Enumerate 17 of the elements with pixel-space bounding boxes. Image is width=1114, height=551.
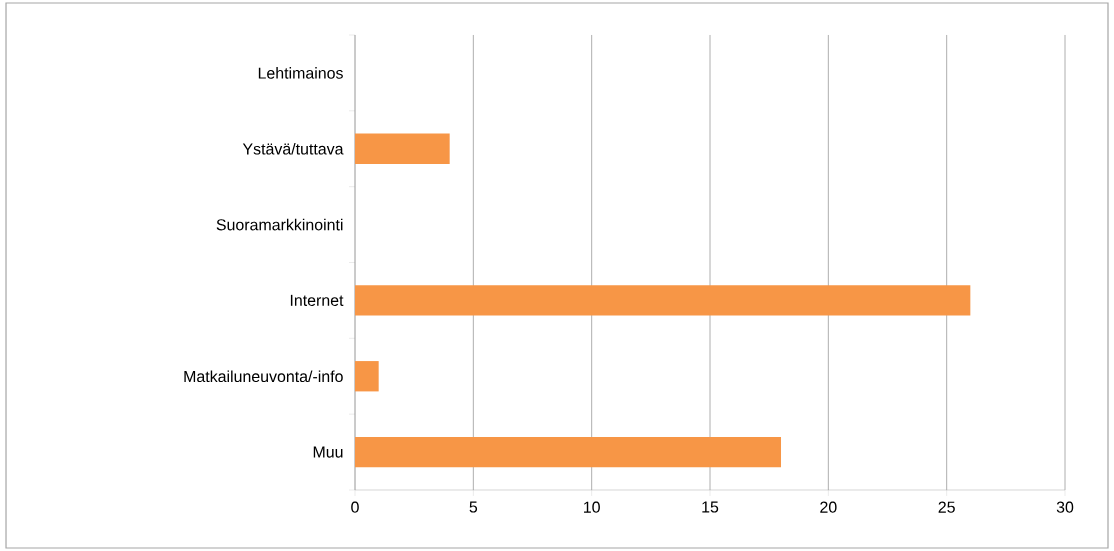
y-tick-label: Matkailuneuvonta/-info bbox=[184, 370, 343, 383]
y-tick-label: Lehtimainos bbox=[258, 67, 343, 79]
x-tick-label: 0 bbox=[351, 501, 359, 513]
bar bbox=[355, 361, 379, 392]
y-tick-label: Muu bbox=[313, 446, 343, 458]
y-tick-label: Ystävä/tuttava bbox=[242, 142, 344, 155]
x-tick-label: 5 bbox=[469, 501, 478, 513]
bar bbox=[355, 436, 782, 468]
x-tick-label: 10 bbox=[584, 501, 600, 513]
y-tick-label: Internet bbox=[290, 294, 344, 306]
x-tick-label: 20 bbox=[820, 501, 837, 513]
x-tick-label: 30 bbox=[1056, 501, 1074, 513]
bar bbox=[355, 285, 971, 316]
y-tick-label: Suoramarkkinointi bbox=[216, 218, 343, 231]
x-tick-label: 15 bbox=[702, 501, 719, 513]
bar bbox=[355, 133, 450, 164]
x-tick-label: 25 bbox=[938, 501, 955, 513]
